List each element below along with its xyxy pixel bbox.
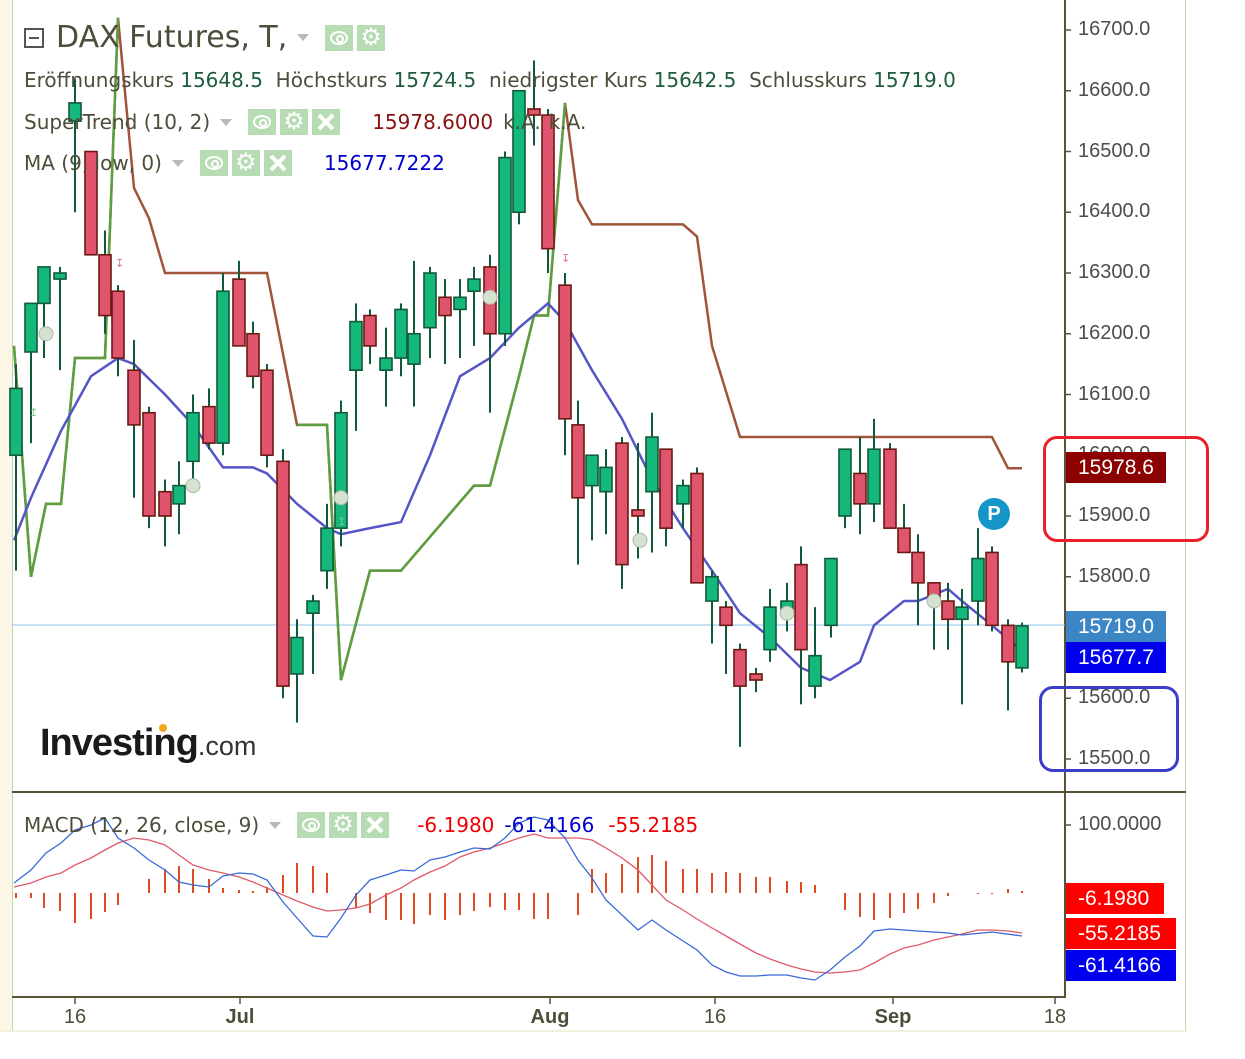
buy-arrow-icon: ↥ — [29, 406, 38, 419]
supertrend-label: SuperTrend (10, 2) — [24, 110, 211, 134]
macd-signal-tag: -55.2185 — [1066, 918, 1176, 949]
price-axis-label: 15500.0 — [1078, 747, 1151, 769]
highlight-ring-red — [1043, 436, 1209, 542]
pivot-marker-icon[interactable]: P — [978, 498, 1010, 530]
macd-hist-tag: -6.1980 — [1066, 883, 1164, 914]
macd-signal-line — [13, 833, 1023, 974]
logo-main-text: Investing — [40, 722, 199, 764]
eye-icon[interactable] — [325, 24, 354, 51]
time-axis-label: 16 — [63, 1006, 87, 1028]
last-price-tag: 15719.0 — [1066, 611, 1166, 642]
price-axis-label: 15900.0 — [1078, 504, 1151, 526]
price-axis-label: 15800.0 — [1078, 564, 1151, 587]
supertrend-extra2: k.A. — [548, 110, 587, 134]
open-label: Eröffnungskurs — [24, 68, 174, 92]
price-axis-label: 16300.0 — [1078, 261, 1151, 283]
macd-hist-value: -6.1980 — [417, 813, 495, 837]
low-value: 15642.5 — [653, 68, 737, 92]
gear-icon[interactable] — [280, 106, 309, 136]
eye-icon[interactable] — [248, 109, 277, 135]
ma-price-tag: 15677.7 — [1066, 642, 1166, 673]
close-icon[interactable] — [312, 109, 341, 135]
left-scroll-strip[interactable] — [0, 0, 13, 1030]
logo-dot-icon — [159, 724, 167, 732]
supertrend-value: 15978.6000 — [372, 110, 494, 134]
highlight-ring-blue — [1039, 686, 1179, 772]
macd-axis-label: 100.0000 — [1078, 813, 1162, 835]
time-axis-label: Jul — [225, 1006, 255, 1028]
close-icon[interactable] — [361, 812, 390, 838]
ma-value: 15677.7222 — [323, 151, 445, 175]
supertrend-extra1: k.A. — [503, 110, 541, 134]
chart-title-row: DAX Futures, T, — [24, 20, 389, 55]
time-axis-label: Aug — [530, 1006, 570, 1028]
pivot-dots — [38, 289, 942, 621]
price-axis-label: 16100.0 — [1078, 382, 1151, 405]
logo-suffix-text: .com — [197, 731, 257, 761]
gear-icon[interactable] — [231, 147, 260, 177]
investing-logo: Investing.com — [40, 722, 256, 765]
time-axis-label: 16 — [703, 1006, 727, 1028]
chevron-down-icon[interactable] — [297, 34, 310, 41]
time-axis-ticks — [74, 997, 1056, 1004]
bottom-border — [0, 1030, 1187, 1032]
supertrend-legend: SuperTrend (10, 2) 15978.6000 k.A. k.A. — [24, 106, 587, 136]
close-label: Schlusskurs — [749, 68, 867, 92]
open-value: 15648.5 — [180, 68, 263, 92]
price-axis-label: 16200.0 — [1078, 321, 1151, 344]
time-axis-label: Sep — [874, 1006, 912, 1028]
buy-arrow-icon: ↥ — [337, 515, 346, 528]
macd-histogram — [15, 855, 1023, 924]
chart-title: DAX Futures, T, — [56, 20, 288, 55]
macd-line-value: -61.4166 — [504, 813, 595, 837]
macd-line — [13, 816, 1023, 981]
low-label: niedrigster Kurs — [488, 68, 648, 92]
price-axis-label: 16600.0 — [1078, 78, 1151, 101]
ma-label: MA (9, low, 0) — [24, 151, 162, 175]
gear-icon[interactable] — [329, 809, 358, 839]
eye-icon[interactable] — [199, 150, 228, 176]
price-axis-label: 15600.0 — [1078, 686, 1151, 709]
price-axis-label: 16400.0 — [1078, 200, 1151, 223]
time-axis-label: 18 — [1043, 1006, 1067, 1028]
gear-icon[interactable] — [357, 22, 386, 52]
price-axis-label: 16700.0 — [1078, 18, 1151, 40]
ma-line — [12, 301, 1023, 682]
macd-signal-value: -55.2185 — [608, 813, 699, 837]
chevron-down-icon[interactable] — [220, 118, 233, 126]
ma-legend: MA (9, low, 0) 15677.7222 — [24, 147, 445, 177]
sell-arrow-icon: ↧ — [561, 252, 570, 265]
chevron-down-icon[interactable] — [171, 159, 184, 167]
supertrend-price-tag: 15978.6 — [1066, 452, 1166, 483]
price-axis-label: 16500.0 — [1078, 139, 1151, 162]
right-border — [1185, 0, 1186, 1030]
macd-label: MACD (12, 26, close, 9) — [24, 813, 260, 837]
high-value: 15724.5 — [393, 68, 477, 92]
eye-icon[interactable] — [297, 812, 326, 838]
macd-line-tag: -61.4166 — [1066, 950, 1176, 981]
collapse-icon[interactable] — [24, 27, 44, 48]
supertrend-up-segments — [12, 17, 567, 681]
ohlc-row: Eröffnungskurs 15648.5 Höchstkurs 15724.… — [24, 68, 956, 92]
high-label: Höchstkurs — [275, 68, 388, 92]
close-value: 15719.0 — [873, 68, 956, 92]
close-icon[interactable] — [263, 150, 292, 176]
chevron-down-icon[interactable] — [269, 821, 282, 829]
macd-legend: MACD (12, 26, close, 9) -6.1980 -61.4166… — [24, 809, 699, 839]
sell-arrow-icon: ↧ — [115, 257, 124, 270]
